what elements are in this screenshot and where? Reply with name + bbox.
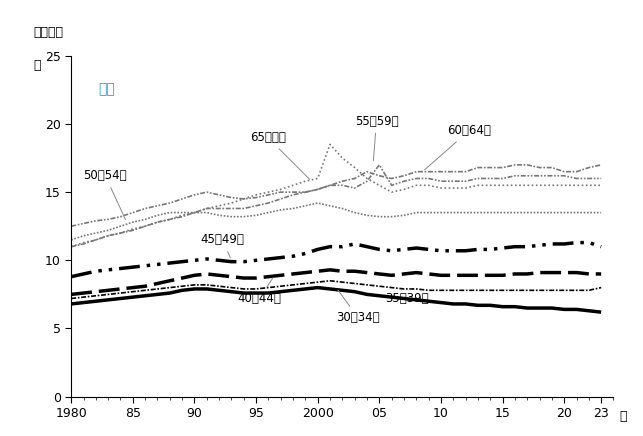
Text: 30～34歳: 30～34歳 <box>336 290 380 324</box>
Text: 勤続年数: 勤続年数 <box>33 26 63 39</box>
Text: 65歳以上: 65歳以上 <box>250 131 309 179</box>
Text: 50～54歳: 50～54歳 <box>84 169 127 220</box>
Text: 45～49歳: 45～49歳 <box>201 233 244 258</box>
Text: 年: 年 <box>33 59 41 72</box>
Text: 55～59歳: 55～59歳 <box>355 115 398 161</box>
Text: 年: 年 <box>619 410 626 423</box>
Text: 60～64歳: 60～64歳 <box>424 124 491 170</box>
Text: 女性: 女性 <box>98 83 115 97</box>
Text: 35～39歳: 35～39歳 <box>386 289 429 305</box>
Text: 40～44歳: 40～44歳 <box>237 278 282 305</box>
